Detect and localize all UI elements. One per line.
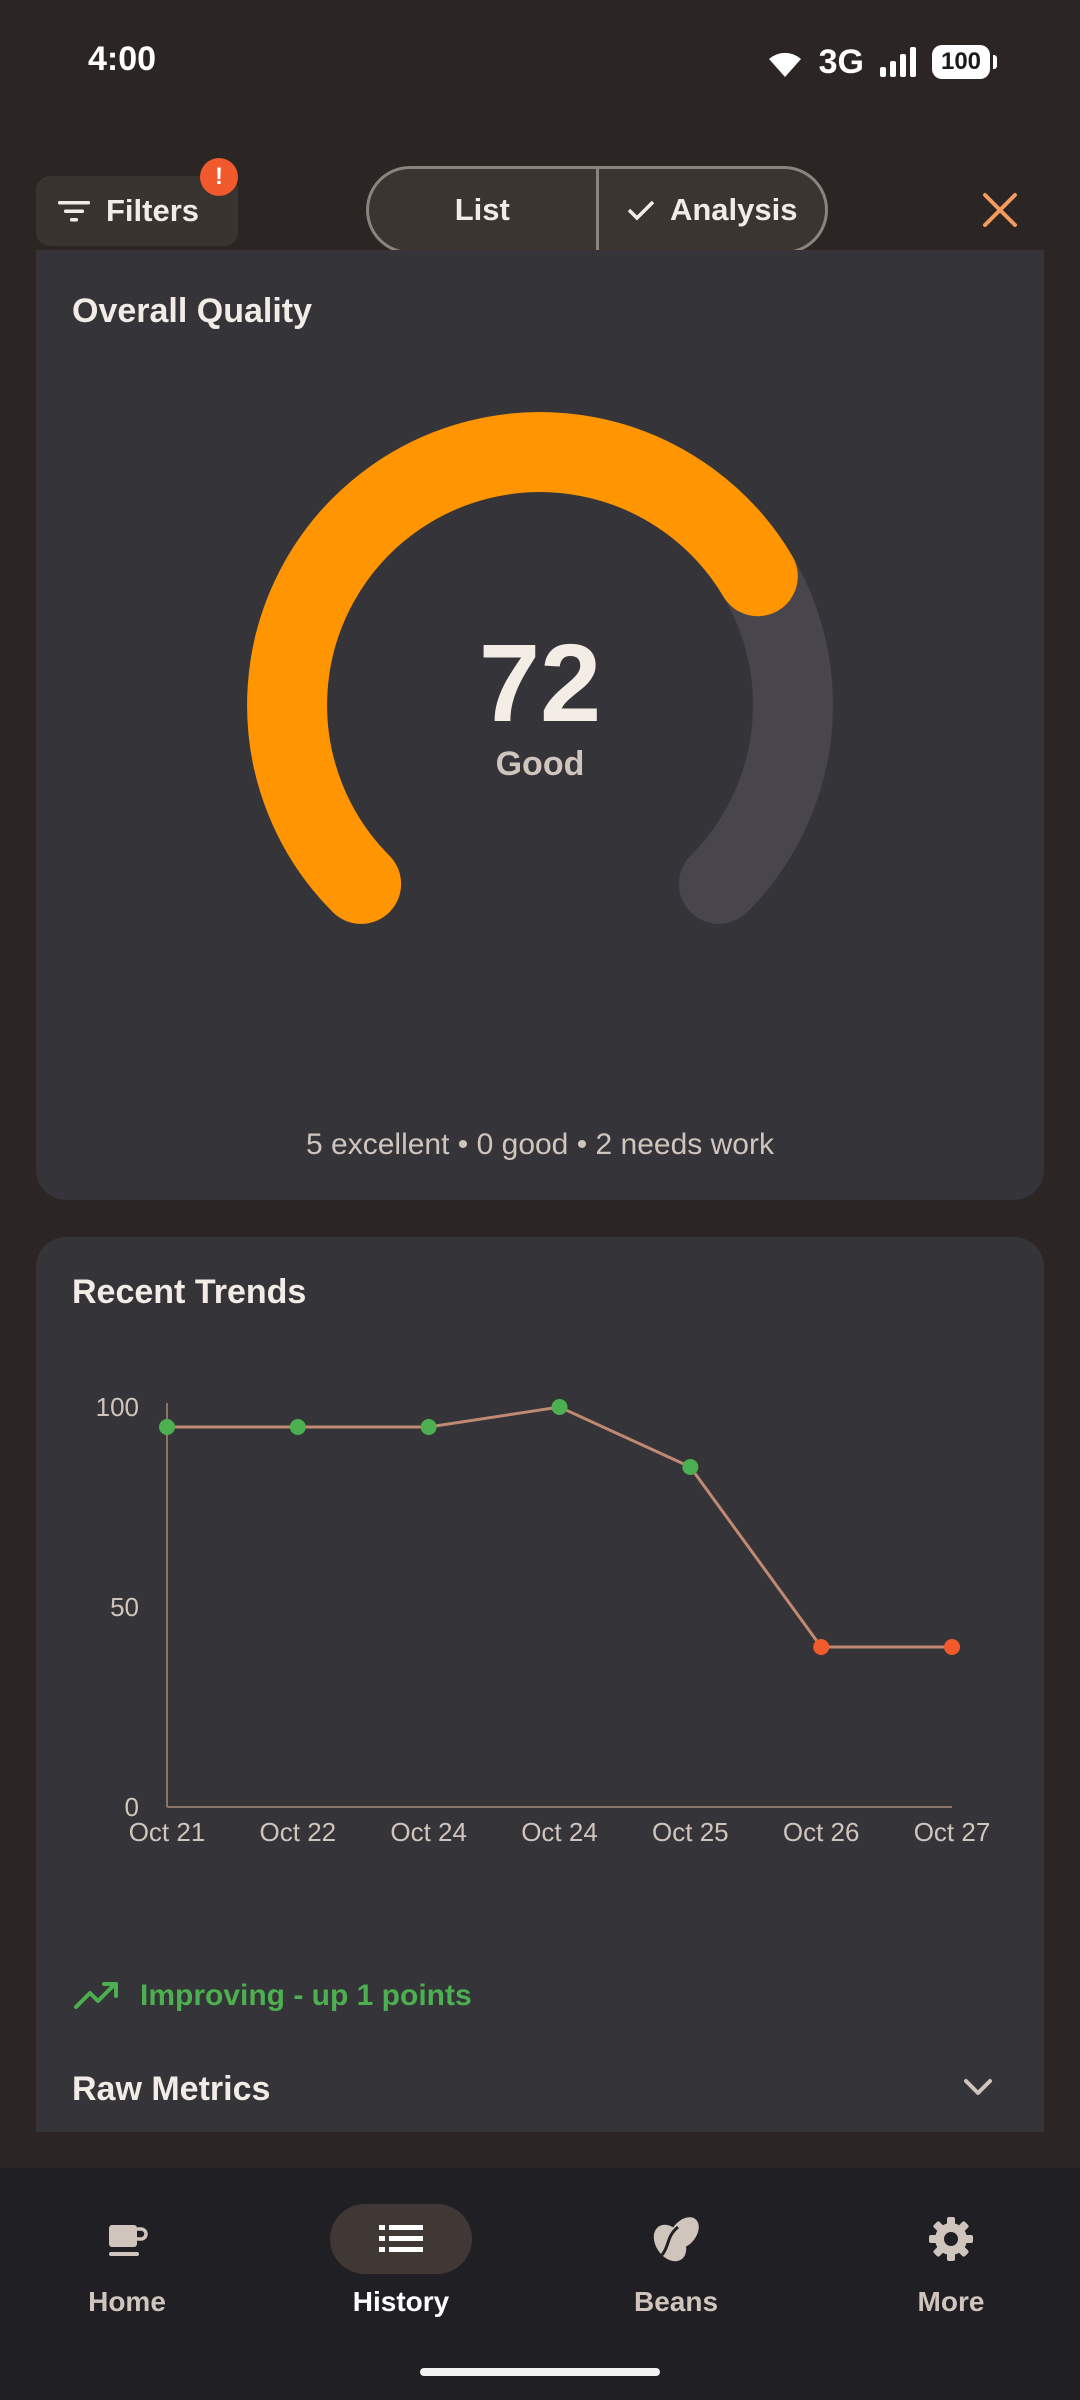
close-icon [983,193,1017,227]
y-tick-label: 50 [110,1592,139,1622]
coffee-bean-icon [653,2217,699,2262]
trend-chart: 0 50 100 Oct 21 Oct 22 Oct 24 Oct 24 Oct 25 Oct … [96,1392,991,1847]
signal-icon [880,47,916,77]
x-tick-label: Oct 24 [390,1817,467,1847]
close-button[interactable] [974,184,1026,236]
status-bar: 4:00 3G 100 [0,0,1080,120]
list-icon [379,2225,423,2252]
check-icon [627,200,655,221]
home-indicator [420,2368,660,2376]
trend-data-point [420,1419,437,1435]
bottom-navigation: Home History Beans [0,2168,1080,2400]
segment-analysis[interactable]: Analysis [595,169,826,251]
quality-rating: Good [495,745,585,783]
nav-history[interactable]: History [321,2204,481,2318]
trending-up-icon [74,1982,118,2009]
recent-trends-card: Recent Trends 0 50 100 Oct 21 Oct 22 Oct 24 Oc… [36,1237,1044,2132]
status-time: 4:00 [88,40,157,78]
trend-data-point [551,1399,568,1415]
nav-history-label: History [352,2286,450,2317]
wifi-icon [768,52,801,77]
nav-beans-label: Beans [633,2286,719,2317]
trend-data-point [159,1419,175,1435]
trend-data-point [682,1459,699,1475]
coffee-cup-icon [109,2225,148,2256]
x-tick-label: Oct 26 [783,1817,860,1847]
quality-score: 72 [478,622,602,745]
nav-home-label: Home [88,2286,166,2317]
nav-home[interactable]: Home [47,2204,207,2318]
filter-icon [58,201,90,222]
trend-series-line [167,1405,952,1649]
status-icons: 3G 100 [765,40,997,84]
x-tick-label: Oct 27 [914,1817,991,1847]
trend-data-point [944,1639,960,1655]
x-tick-label: Oct 22 [260,1817,337,1847]
quality-gauge [247,412,833,924]
segment-list[interactable]: List [369,169,596,251]
nav-beans[interactable]: Beans [596,2204,756,2318]
nav-more[interactable]: More [871,2204,1031,2318]
raw-metrics-toggle[interactable]: Raw Metrics [72,2070,271,2108]
trend-data-point [289,1419,306,1435]
trend-status: Improving - up 1 points [74,1979,472,2013]
nav-more-label: More [917,2286,985,2317]
quality-summary: 5 excellent • 0 good • 2 needs work [306,1128,774,1161]
y-tick-label: 100 [96,1392,139,1422]
view-toggle: List Analysis [366,166,828,254]
gauge-fill [247,412,798,924]
filters-label: Filters [106,193,200,228]
chevron-down-icon[interactable] [960,2075,996,2099]
segment-analysis-label: Analysis [669,192,798,227]
x-tick-label: Oct 25 [652,1817,729,1847]
trend-text: Improving - up 1 points [140,1979,472,2012]
gear-icon [929,2217,973,2261]
trends-title: Recent Trends [72,1273,307,1311]
segment-list-label: List [454,192,510,227]
network-type: 3G [818,42,864,81]
trend-data-point [813,1639,830,1655]
filters-alert-badge: ! [200,158,238,196]
battery-indicator: 100 [932,45,997,79]
overall-quality-card: Overall Quality 72 Good 5 excellent • 0 … [36,250,1044,1200]
x-tick-label: Oct 24 [521,1817,598,1847]
quality-title: Overall Quality [72,292,312,330]
x-tick-label: Oct 21 [129,1817,206,1847]
y-tick-label: 0 [125,1792,139,1822]
